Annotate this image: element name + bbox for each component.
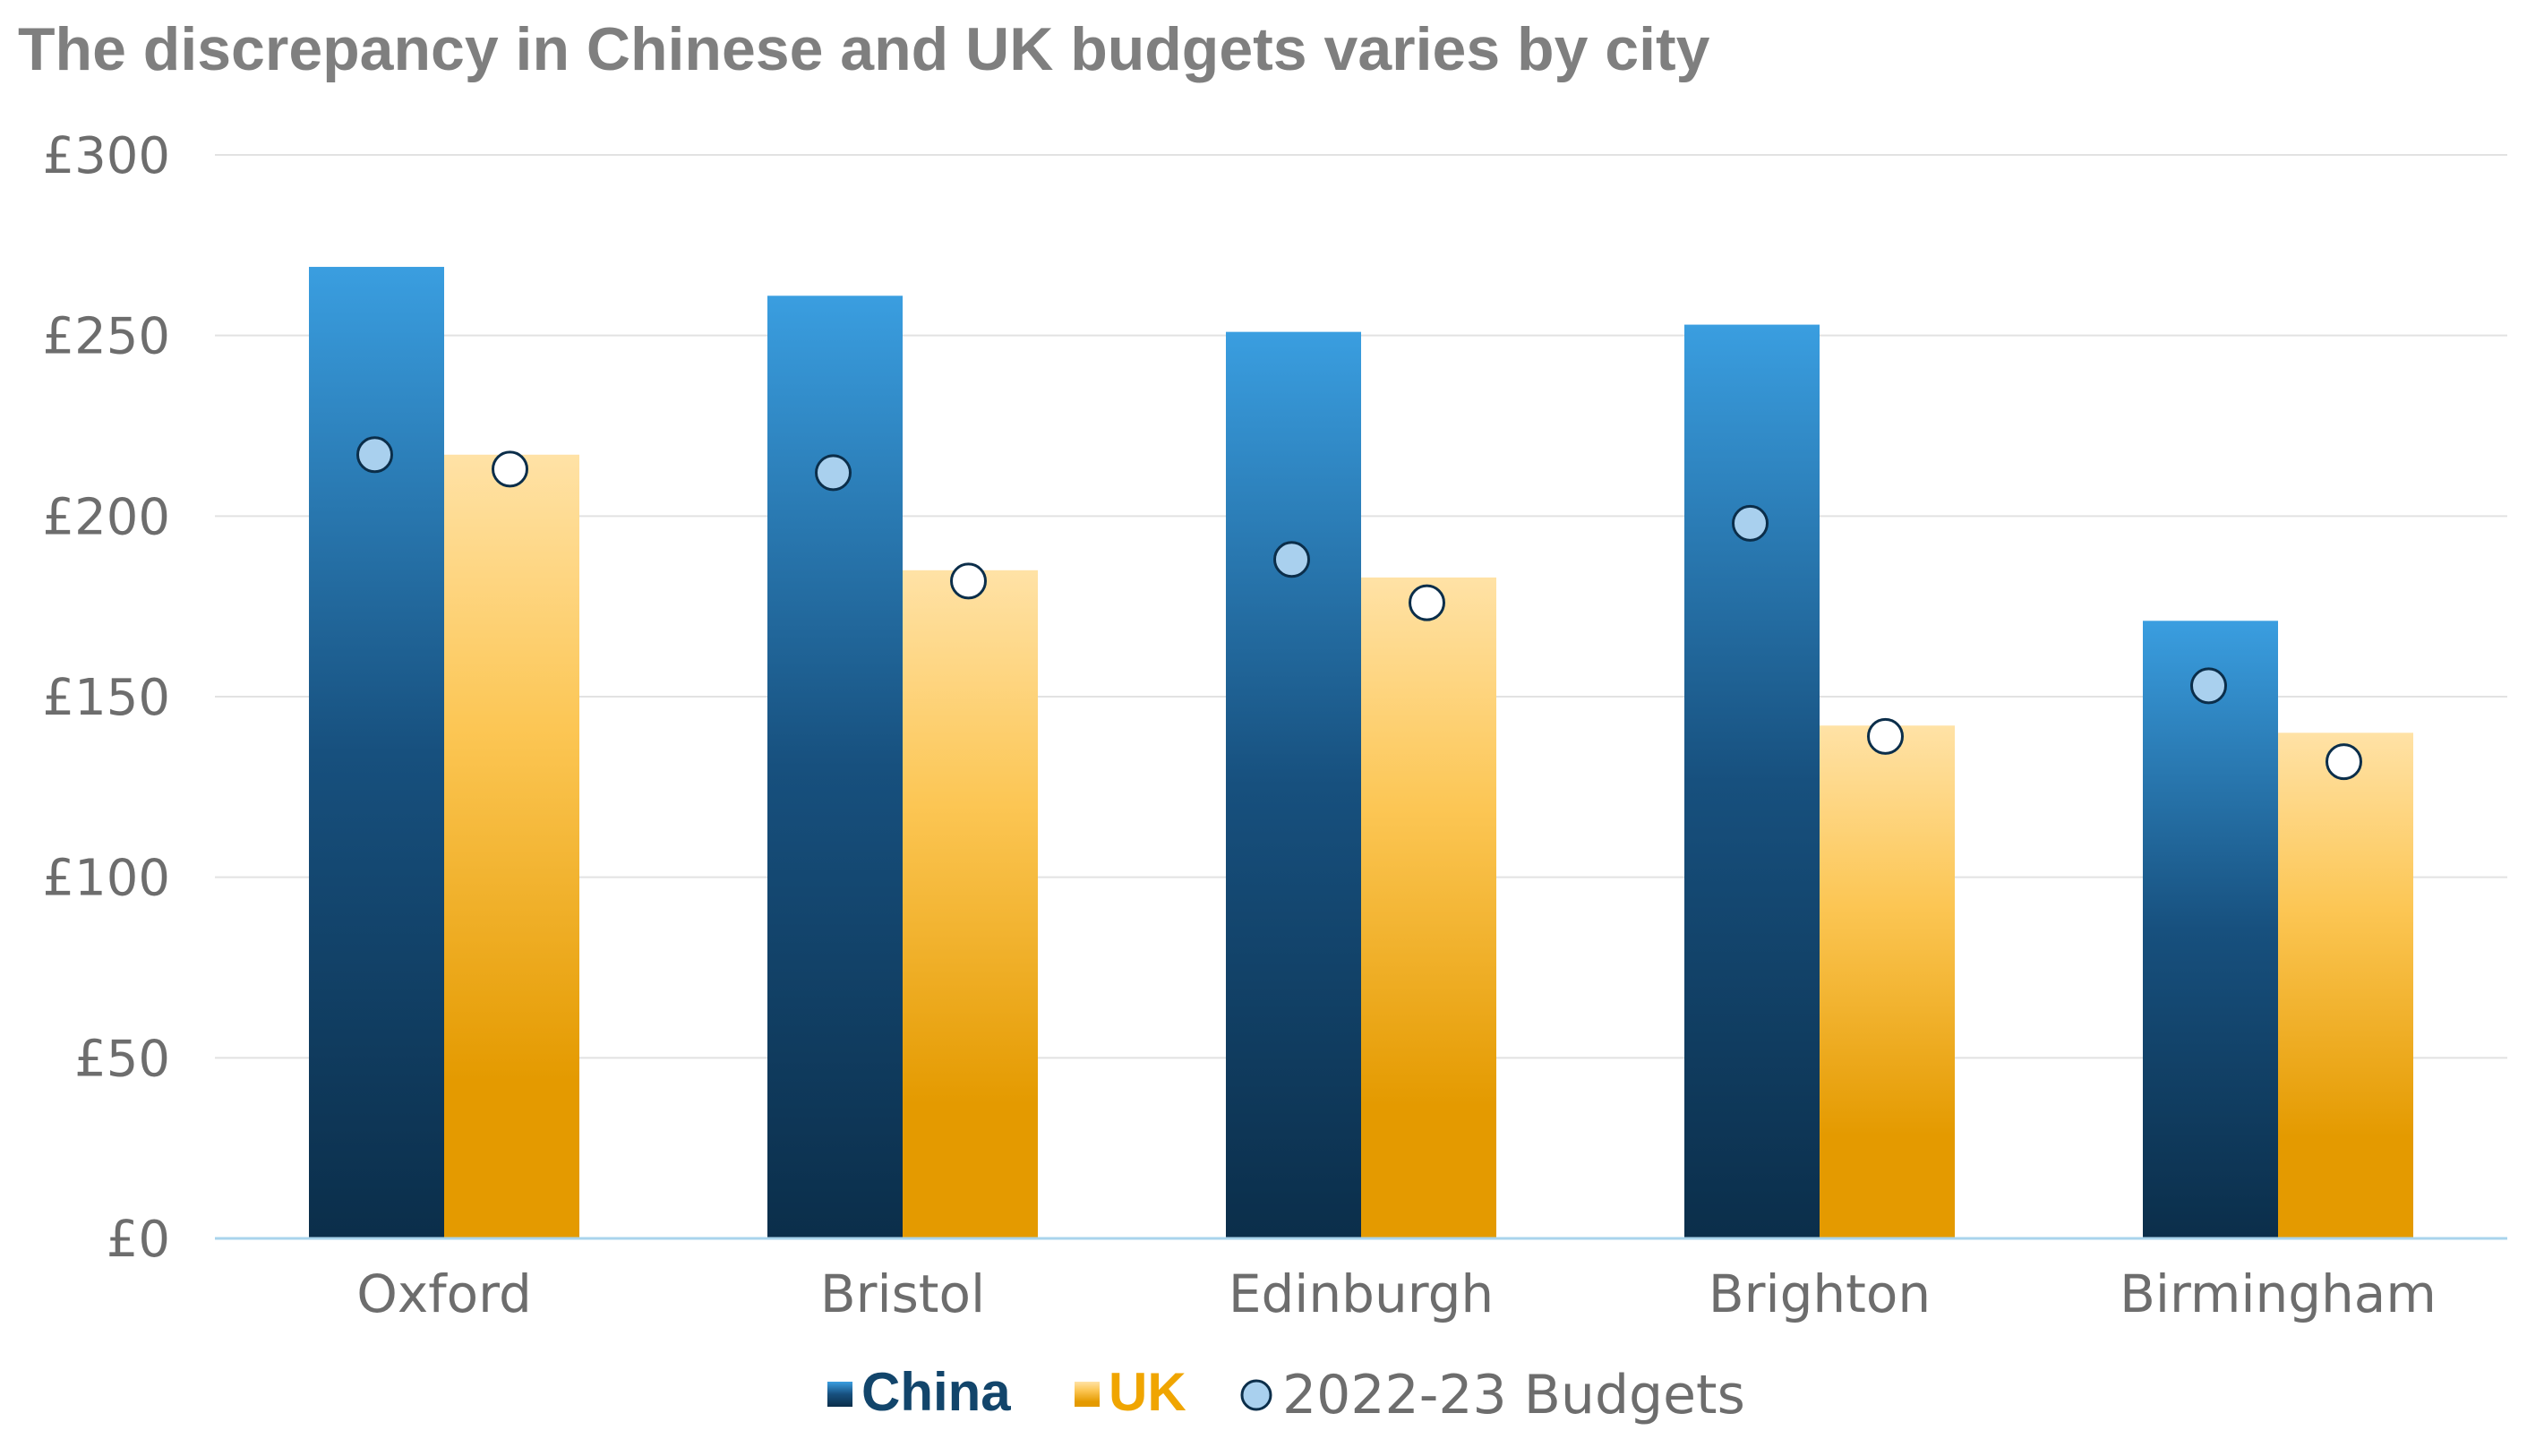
y-tick-label: £150 [42, 669, 170, 727]
x-axis-ticks: Oxford Bristol Edinburgh Brighton Birmingham [356, 1263, 2437, 1324]
china-bar [2143, 621, 2278, 1238]
legend-china-label: China [861, 1362, 1011, 1422]
y-tick-label: £50 [74, 1030, 170, 1088]
china-bar [1226, 331, 1361, 1239]
china-budget-marker [2190, 667, 2227, 705]
legend-budget-marker [1240, 1379, 1272, 1411]
china-budget-marker [1732, 504, 1769, 542]
x-tick-label: Edinburgh [1229, 1263, 1494, 1324]
uk-budget-marker [2326, 743, 2362, 781]
uk-bar [1820, 725, 1955, 1238]
y-tick-label: £250 [42, 308, 170, 366]
china-bar [767, 295, 903, 1238]
legend-china-swatch [827, 1382, 852, 1407]
budget-markers [356, 436, 2362, 781]
uk-bar [1361, 577, 1496, 1238]
x-tick-label: Brighton [1709, 1263, 1931, 1324]
y-axis-ticks: £0 £50 £100 £150 £200 £250 £300 [42, 127, 170, 1269]
china-budget-marker [356, 436, 393, 474]
legend-uk-label: UK [1109, 1362, 1186, 1422]
china-bar [309, 267, 444, 1238]
y-tick-label: £100 [42, 850, 170, 908]
x-tick-label: Bristol [820, 1263, 985, 1324]
legend-budget-label: 2022-23 Budgets [1282, 1364, 1745, 1426]
uk-budget-marker [950, 562, 987, 600]
y-tick-label: £300 [42, 127, 170, 185]
china-budget-marker [815, 454, 852, 492]
uk-bar [903, 570, 1038, 1238]
uk-budget-marker [1867, 717, 1904, 755]
china-bar [1684, 324, 1820, 1239]
legend-uk-swatch [1075, 1382, 1100, 1407]
uk-bar [444, 454, 579, 1238]
y-tick-label: £0 [107, 1211, 170, 1269]
x-tick-label: Oxford [356, 1263, 532, 1324]
uk-bar [2278, 732, 2413, 1238]
chart-title: The discrepancy in Chinese and UK budget… [18, 15, 1710, 83]
china-budget-marker [1273, 541, 1310, 578]
uk-budget-marker [1409, 584, 1445, 621]
uk-budget-marker [492, 450, 528, 488]
legend: China UK 2022-23 Budgets [827, 1362, 1745, 1426]
x-tick-label: Birmingham [2120, 1263, 2437, 1324]
bars [309, 267, 2413, 1239]
y-tick-label: £200 [42, 488, 170, 546]
